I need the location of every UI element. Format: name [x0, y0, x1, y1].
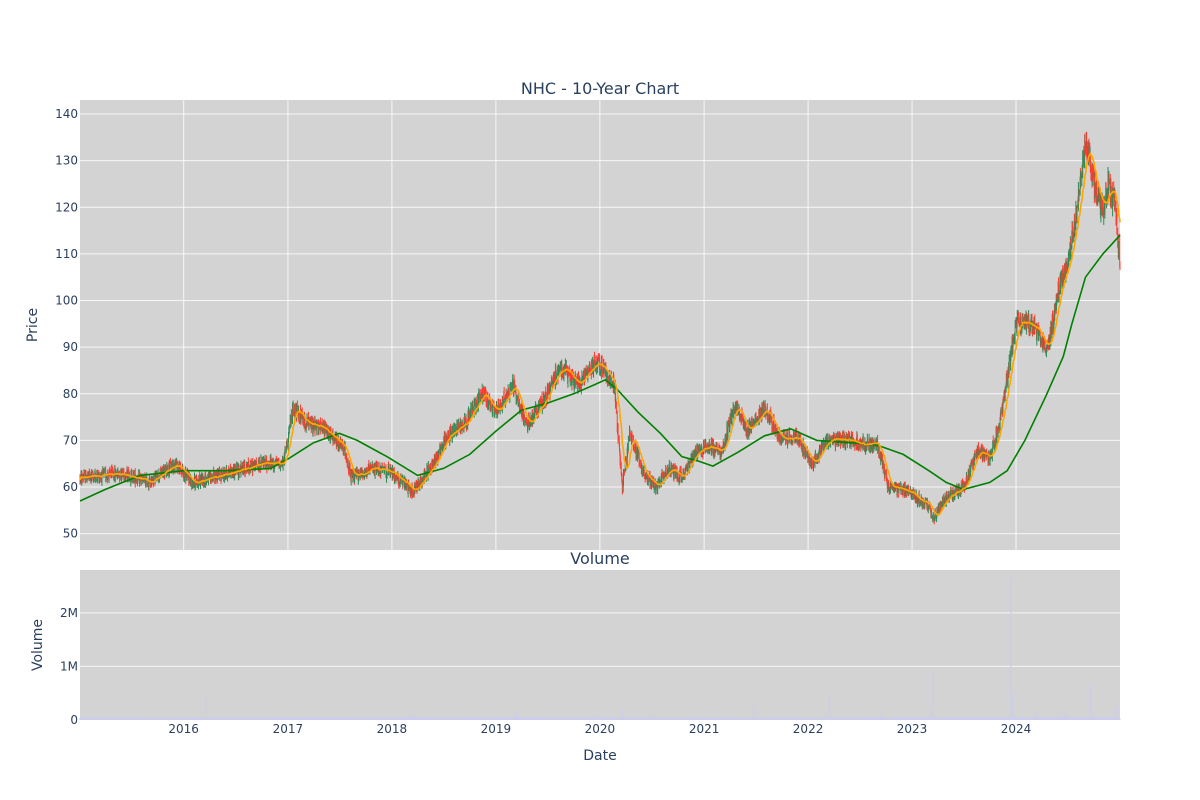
price-y-tick-label: 50 — [63, 527, 78, 541]
price-y-tick-label: 90 — [63, 340, 78, 354]
price-y-tick-label: 60 — [63, 480, 78, 494]
price-y-ticks: 50 60 70 80 90 100 110 120 130 140 — [55, 107, 78, 541]
price-y-tick-label: 120 — [55, 200, 78, 214]
volume-plot-background — [80, 570, 1120, 720]
ma-short-line — [79, 152, 1121, 516]
price-axis-title: Price — [25, 308, 41, 342]
price-panel: 50 60 70 80 90 100 110 120 130 140 NHC - 10-Year … — [25, 79, 1121, 550]
ma-long-line — [79, 234, 1121, 502]
price-y-tick-label: 130 — [55, 154, 78, 168]
price-y-tick-label: 70 — [63, 433, 78, 447]
price-y-tick-label: 100 — [55, 294, 78, 308]
volume-bars — [79, 578, 1121, 720]
chart-title: NHC - 10-Year Chart — [521, 79, 679, 98]
volume-grid — [80, 612, 1120, 667]
price-y-tick-label: 140 — [55, 107, 78, 121]
price-y-tick-label: 110 — [55, 247, 78, 261]
price-y-tick-label: 80 — [63, 387, 78, 401]
